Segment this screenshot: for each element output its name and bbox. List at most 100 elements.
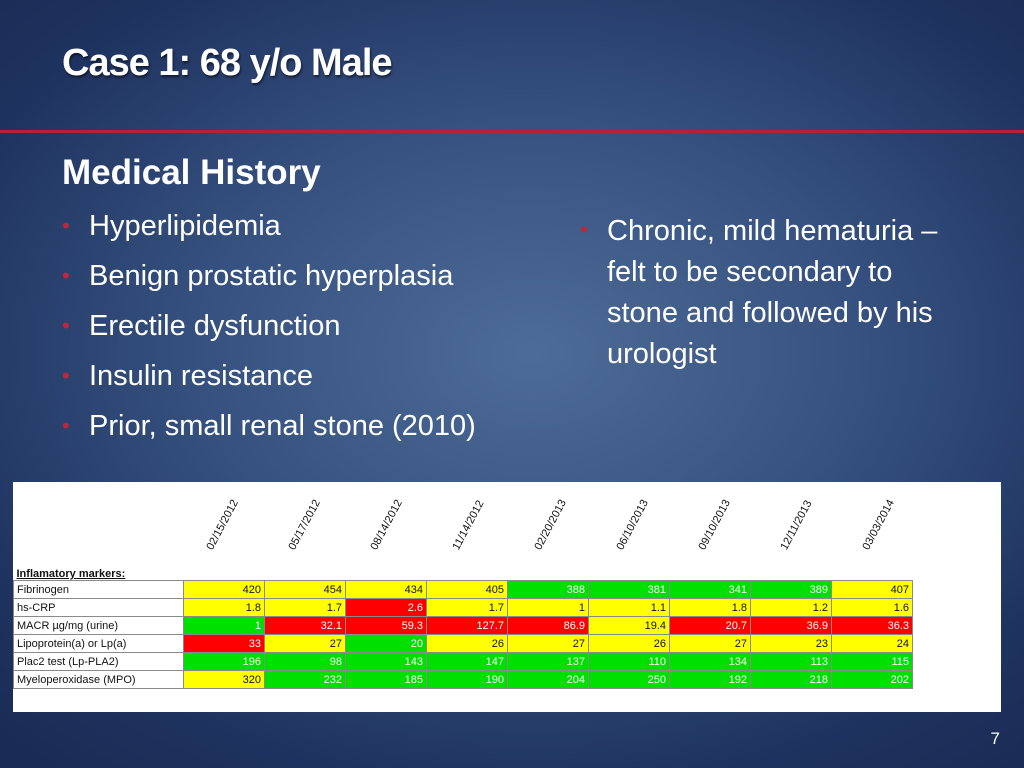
- date-column-header: 05/17/2012: [286, 497, 323, 552]
- table-cell: 113: [750, 652, 832, 671]
- row-label: hs-CRP: [13, 598, 184, 617]
- table-cell: 341: [669, 580, 751, 599]
- row-label: MACR µg/mg (urine): [13, 616, 184, 635]
- table-cell: 134: [669, 652, 751, 671]
- table-cell: 1.7: [264, 598, 346, 617]
- table-cell: 381: [588, 580, 670, 599]
- row-label: Fibrinogen: [13, 580, 184, 599]
- table-cell: 202: [831, 670, 913, 689]
- table-cell: 388: [507, 580, 589, 599]
- table-cell: 20.7: [669, 616, 751, 635]
- section-heading: Medical History: [62, 153, 321, 192]
- list-item: • Insulin resistance: [62, 358, 562, 408]
- table-cell: 185: [345, 670, 427, 689]
- table-cell: 19.4: [588, 616, 670, 635]
- date-column-header: 12/11/2013: [778, 498, 815, 552]
- date-column-header: 03/03/2014: [860, 497, 897, 552]
- table-cell: 26: [588, 634, 670, 653]
- bullet-icon: •: [62, 263, 70, 288]
- table-cell: 137: [507, 652, 589, 671]
- table-cell: 407: [831, 580, 913, 599]
- date-column-header: 02/20/2013: [532, 497, 569, 552]
- table-cell: 389: [750, 580, 832, 599]
- table-cell: 420: [183, 580, 265, 599]
- table-cell: 250: [588, 670, 670, 689]
- table-cell: 204: [507, 670, 589, 689]
- date-column-header: 06/10/2013: [614, 497, 651, 552]
- table-cell: 98: [264, 652, 346, 671]
- list-item: • Erectile dysfunction: [62, 308, 562, 358]
- hematuria-note-list: • Chronic, mild hematuria – felt to be se…: [580, 211, 950, 375]
- table-cell: 86.9: [507, 616, 589, 635]
- table-row: Fibrinogen 420 454 434 405 388 381 341 389 407: [13, 580, 913, 599]
- list-item-text: Hyperlipidemia: [89, 210, 281, 242]
- date-column-header: 11/14/2012: [450, 498, 487, 552]
- bullet-icon: •: [62, 213, 70, 238]
- lab-results-table: Inflamatory markers: Fibrinogen 420 454 434 4…: [13, 568, 913, 689]
- table-cell: 127.7: [426, 616, 508, 635]
- list-item-text: Erectile dysfunction: [89, 310, 341, 342]
- date-header-row: 02/15/2012 05/17/2012 08/14/2012 11/14/2012…: [13, 482, 925, 562]
- row-label: Plac2 test (Lp-PLA2): [13, 652, 184, 671]
- table-cell: 59.3: [345, 616, 427, 635]
- table-cell: 1.2: [750, 598, 832, 617]
- table-cell: 2.6: [345, 598, 427, 617]
- bullet-icon: •: [62, 363, 70, 388]
- table-cell: 218: [750, 670, 832, 689]
- table-cell: 27: [507, 634, 589, 653]
- table-cell: 32.1: [264, 616, 346, 635]
- table-cell: 36.3: [831, 616, 913, 635]
- table-cell: 20: [345, 634, 427, 653]
- table-cell: 190: [426, 670, 508, 689]
- table-cell: 23: [750, 634, 832, 653]
- lab-results-panel: 02/15/2012 05/17/2012 08/14/2012 11/14/2012…: [13, 482, 1001, 712]
- table-cell: 1.7: [426, 598, 508, 617]
- list-item: • Chronic, mild hematuria – felt to be se…: [580, 211, 950, 375]
- table-cell: 26: [426, 634, 508, 653]
- table-row: hs-CRP 1.8 1.7 2.6 1.7 1 1.1 1.8 1.2 1.6: [13, 598, 913, 617]
- table-cell: 1.6: [831, 598, 913, 617]
- date-column-header: 09/10/2013: [696, 497, 733, 552]
- table-cell: 1.1: [588, 598, 670, 617]
- table-cell: 1: [183, 616, 265, 635]
- table-cell: 1: [507, 598, 589, 617]
- title-divider: [0, 130, 1024, 133]
- table-cell: 24: [831, 634, 913, 653]
- table-cell: 36.9: [750, 616, 832, 635]
- table-cell: 110: [588, 652, 670, 671]
- table-cell: 33: [183, 634, 265, 653]
- list-item: • Benign prostatic hyperplasia: [62, 258, 562, 308]
- table-cell: 147: [426, 652, 508, 671]
- date-column-header: 08/14/2012: [368, 497, 405, 552]
- table-cell: 1.8: [669, 598, 751, 617]
- table-cell: 196: [183, 652, 265, 671]
- list-item-text: Prior, small renal stone (2010): [89, 410, 476, 442]
- table-cell: 434: [345, 580, 427, 599]
- table-row: Myeloperoxidase (MPO) 320 232 185 190 204 250 1…: [13, 670, 913, 689]
- table-row: Plac2 test (Lp-PLA2) 196 98 143 147 137 110 134…: [13, 652, 913, 671]
- list-item-text: Insulin resistance: [89, 360, 314, 392]
- slide-title: Case 1: 68 y/o Male: [62, 42, 393, 84]
- table-cell: 454: [264, 580, 346, 599]
- table-cell: 27: [669, 634, 751, 653]
- bullet-icon: •: [62, 313, 70, 338]
- table-row: Lipoprotein(a) or Lp(a) 33 27 20 26 27 26 27 23 2…: [13, 634, 913, 653]
- section-label: Inflamatory markers:: [13, 568, 913, 581]
- table-cell: 232: [264, 670, 346, 689]
- table-row: MACR µg/mg (urine) 1 32.1 59.3 127.7 86.9 19.4…: [13, 616, 913, 635]
- row-label: Myeloperoxidase (MPO): [13, 670, 184, 689]
- table-cell: 1.8: [183, 598, 265, 617]
- list-item-text: Chronic, mild hematuria – felt to be sec…: [607, 215, 938, 370]
- table-cell: 115: [831, 652, 913, 671]
- section-row: Inflamatory markers:: [13, 568, 913, 581]
- row-label: Lipoprotein(a) or Lp(a): [13, 634, 184, 653]
- page-number: 7: [990, 729, 1000, 748]
- list-item-text: Benign prostatic hyperplasia: [89, 260, 454, 292]
- table-cell: 143: [345, 652, 427, 671]
- table-cell: 320: [183, 670, 265, 689]
- bullet-icon: •: [580, 217, 588, 242]
- list-item: • Hyperlipidemia: [62, 208, 562, 258]
- date-column-header: 02/15/2012: [204, 497, 241, 552]
- bullet-icon: •: [62, 413, 70, 438]
- table-cell: 405: [426, 580, 508, 599]
